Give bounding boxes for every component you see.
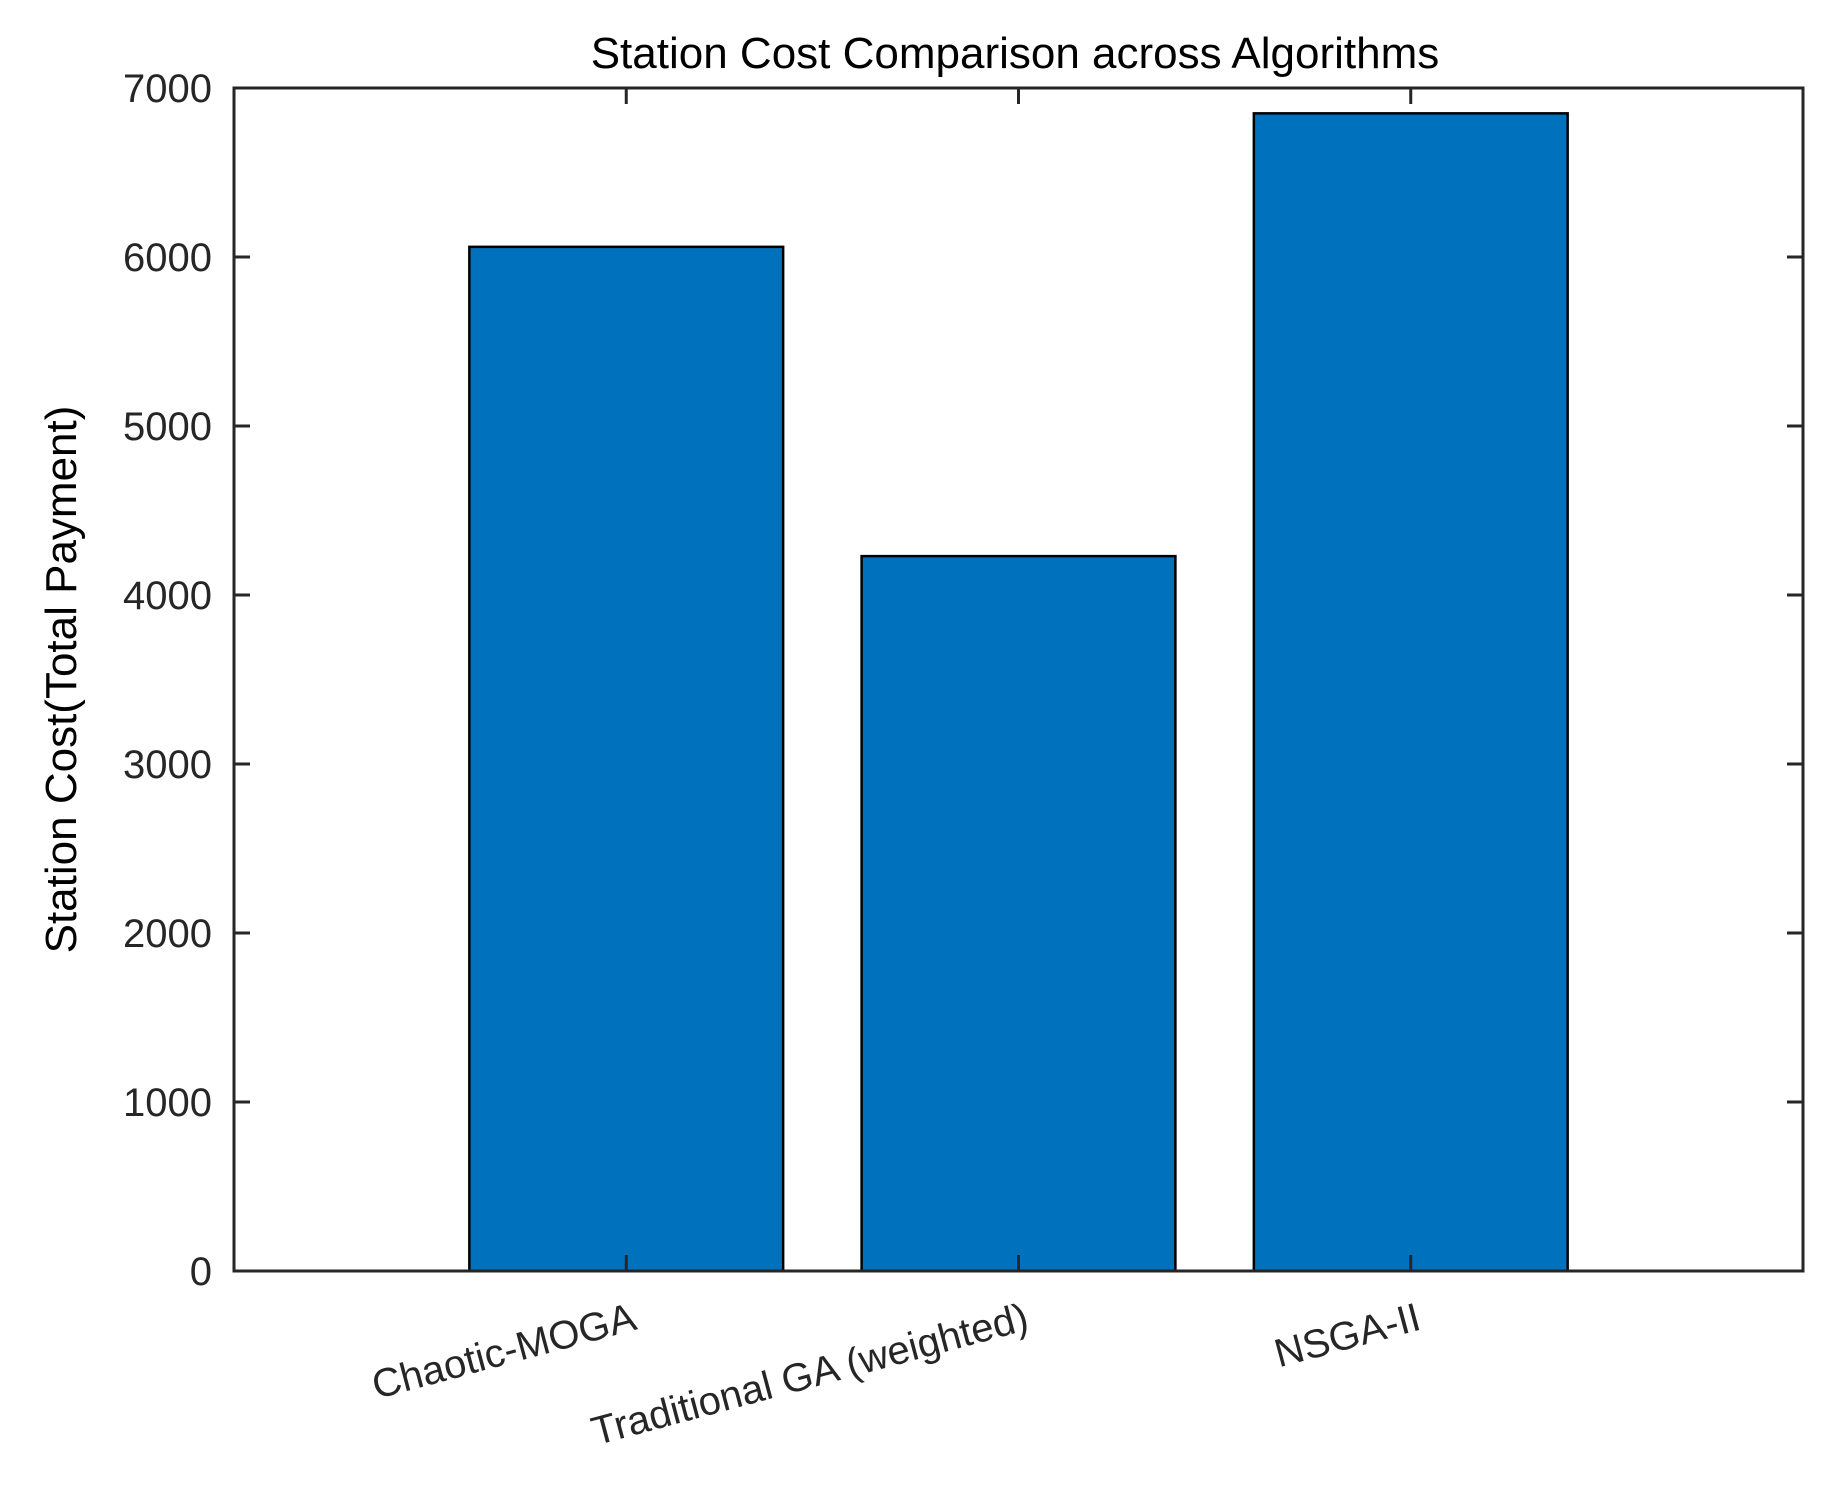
y-tick-label-3: 3000 [123,743,212,787]
y-axis-label: Station Cost(Total Payment) [37,406,86,954]
bar-1 [860,554,1177,1273]
y-tick-label-7: 7000 [123,67,212,111]
y-ticks-layer: 0 1000 2000 3000 4000 5000 6000 7000 [123,67,1803,1294]
bar-0 [468,245,785,1273]
y-tick-label-2: 2000 [123,912,212,956]
y-tick-label-6: 6000 [123,236,212,280]
y-tick-label-4: 4000 [123,574,212,618]
chart-title: Station Cost Comparison across Algorithm… [591,29,1440,78]
axes-box [232,86,1805,1273]
bars-layer [468,112,1569,1273]
y-tick-label-0: 0 [190,1250,212,1294]
bar-2 [1252,112,1569,1273]
y-tick-label-5: 5000 [123,405,212,449]
y-tick-label-1: 1000 [123,1081,212,1125]
